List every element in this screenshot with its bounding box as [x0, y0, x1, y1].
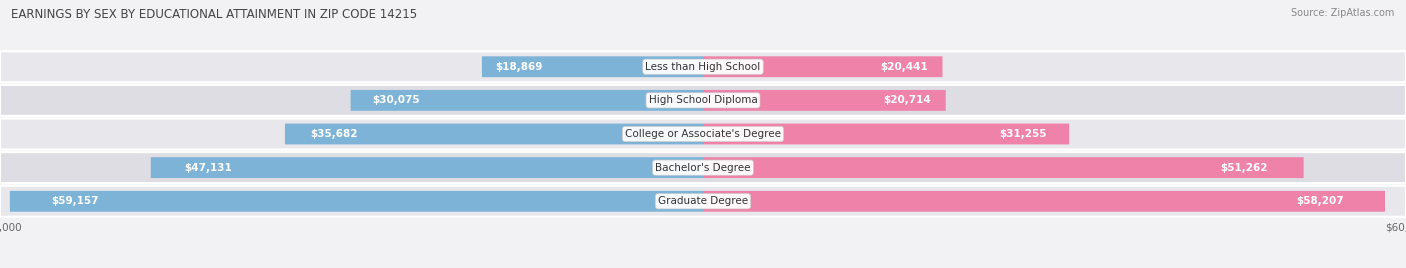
FancyBboxPatch shape — [0, 152, 1406, 183]
FancyBboxPatch shape — [703, 191, 1385, 212]
Text: $30,075: $30,075 — [371, 95, 419, 105]
Text: $59,157: $59,157 — [52, 196, 98, 206]
FancyBboxPatch shape — [0, 118, 1406, 150]
Text: Source: ZipAtlas.com: Source: ZipAtlas.com — [1291, 8, 1395, 18]
FancyBboxPatch shape — [703, 157, 1303, 178]
FancyBboxPatch shape — [0, 85, 1406, 116]
FancyBboxPatch shape — [350, 90, 703, 111]
Text: $31,255: $31,255 — [1000, 129, 1047, 139]
Text: $35,682: $35,682 — [309, 129, 357, 139]
FancyBboxPatch shape — [150, 157, 703, 178]
Text: EARNINGS BY SEX BY EDUCATIONAL ATTAINMENT IN ZIP CODE 14215: EARNINGS BY SEX BY EDUCATIONAL ATTAINMEN… — [11, 8, 418, 21]
FancyBboxPatch shape — [0, 51, 1406, 82]
FancyBboxPatch shape — [10, 191, 703, 212]
Text: Graduate Degree: Graduate Degree — [658, 196, 748, 206]
FancyBboxPatch shape — [0, 186, 1406, 217]
FancyBboxPatch shape — [482, 56, 703, 77]
Text: $58,207: $58,207 — [1296, 196, 1344, 206]
FancyBboxPatch shape — [703, 90, 946, 111]
Text: $20,441: $20,441 — [880, 62, 928, 72]
FancyBboxPatch shape — [703, 124, 1069, 144]
Text: $20,714: $20,714 — [883, 95, 931, 105]
Text: College or Associate's Degree: College or Associate's Degree — [626, 129, 780, 139]
Text: High School Diploma: High School Diploma — [648, 95, 758, 105]
Text: Bachelor's Degree: Bachelor's Degree — [655, 163, 751, 173]
Text: $18,869: $18,869 — [495, 62, 543, 72]
FancyBboxPatch shape — [703, 56, 942, 77]
Text: Less than High School: Less than High School — [645, 62, 761, 72]
FancyBboxPatch shape — [285, 124, 703, 144]
Text: $51,262: $51,262 — [1220, 163, 1268, 173]
Text: $47,131: $47,131 — [184, 163, 232, 173]
